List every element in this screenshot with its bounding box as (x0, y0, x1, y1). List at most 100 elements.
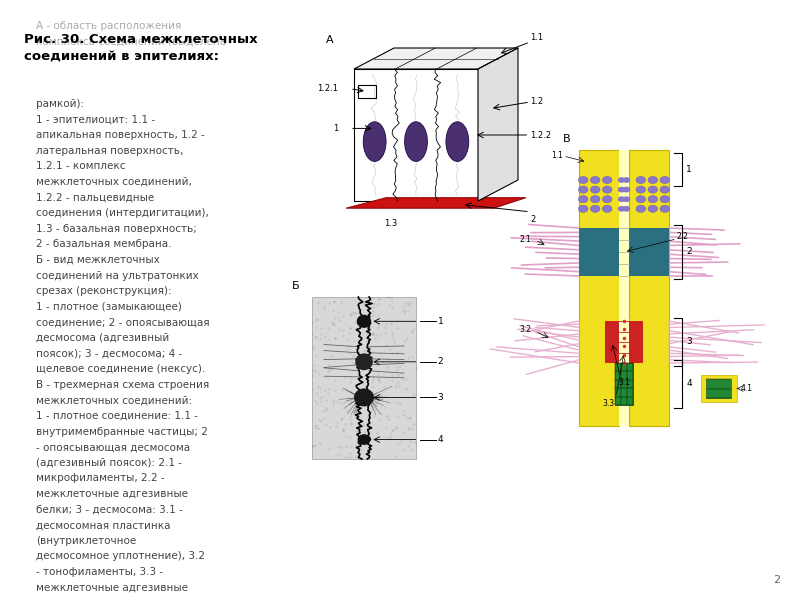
Text: - опоясывающая десмосома: - опоясывающая десмосома (36, 442, 190, 452)
Circle shape (590, 186, 600, 193)
Circle shape (622, 196, 630, 202)
Polygon shape (346, 197, 526, 208)
Circle shape (622, 206, 630, 212)
Bar (579, 228, 619, 276)
Bar (615, 363, 633, 405)
Text: 4.1: 4.1 (741, 384, 753, 393)
Text: десмосомное уплотнение), 3.2: десмосомное уплотнение), 3.2 (36, 551, 205, 562)
Text: 1: 1 (686, 165, 692, 174)
Text: 2: 2 (773, 575, 780, 585)
Text: А: А (326, 35, 334, 45)
Bar (358, 85, 376, 98)
Ellipse shape (405, 122, 427, 161)
Bar (312, 297, 416, 459)
Circle shape (648, 186, 658, 193)
Bar (629, 228, 669, 276)
Text: микрофиламенты, 2.2 -: микрофиламенты, 2.2 - (36, 473, 165, 484)
Bar (619, 150, 629, 426)
Text: 1.3: 1.3 (385, 219, 398, 228)
Text: соединения (интердигитации),: соединения (интердигитации), (36, 208, 209, 218)
Text: 2: 2 (686, 247, 692, 256)
Circle shape (660, 196, 670, 203)
Text: латеральная поверхность,: латеральная поверхность, (36, 146, 183, 156)
Circle shape (618, 196, 626, 202)
Text: А - область расположения: А - область расположения (36, 21, 182, 31)
Text: апикальная поверхность, 1.2 -: апикальная поверхность, 1.2 - (36, 130, 205, 140)
Circle shape (578, 196, 588, 203)
Circle shape (636, 205, 646, 212)
Circle shape (660, 176, 670, 184)
Circle shape (648, 196, 658, 203)
Text: межклеточные адгезивные: межклеточные адгезивные (36, 583, 188, 593)
Text: 3.2: 3.2 (519, 325, 531, 334)
Text: 2: 2 (530, 215, 535, 224)
Text: Б: Б (292, 281, 300, 291)
Circle shape (602, 205, 612, 212)
Text: соединений на ультратонких: соединений на ультратонких (36, 271, 198, 281)
Circle shape (602, 176, 612, 184)
Ellipse shape (354, 388, 374, 406)
Circle shape (578, 205, 588, 212)
Text: 3.1: 3.1 (618, 378, 630, 387)
Text: межклеточных соединений,: межклеточных соединений, (36, 177, 192, 187)
Polygon shape (354, 69, 478, 201)
Text: 1: 1 (438, 317, 443, 326)
Circle shape (648, 205, 658, 212)
Circle shape (578, 176, 588, 184)
Text: 1.2.2 - пальцевидные: 1.2.2 - пальцевидные (36, 193, 154, 203)
Text: (внутриклеточное: (внутриклеточное (36, 536, 136, 546)
Text: 3: 3 (438, 393, 443, 402)
Circle shape (590, 205, 600, 212)
Ellipse shape (446, 122, 469, 161)
Circle shape (618, 187, 626, 193)
Text: 1 - плотное (замыкающее): 1 - плотное (замыкающее) (36, 302, 182, 312)
Text: 1: 1 (333, 124, 338, 133)
Ellipse shape (363, 122, 386, 161)
Text: 4: 4 (438, 435, 443, 444)
Bar (701, 375, 737, 402)
Text: 1.2.2: 1.2.2 (530, 130, 551, 139)
Circle shape (590, 176, 600, 184)
Circle shape (648, 176, 658, 184)
Text: щелевое соединение (нексус).: щелевое соединение (нексус). (36, 364, 206, 374)
Circle shape (636, 186, 646, 193)
Text: 2 - базальная мембрана.: 2 - базальная мембрана. (36, 239, 171, 250)
Text: 3: 3 (686, 337, 692, 346)
Ellipse shape (355, 353, 373, 370)
Bar (605, 321, 619, 363)
Text: рамкой):: рамкой): (36, 99, 84, 109)
Text: 2.2: 2.2 (677, 232, 689, 241)
Text: белки; 3 - десмосома: 3.1 -: белки; 3 - десмосома: 3.1 - (36, 505, 182, 515)
Circle shape (622, 187, 630, 193)
Text: поясок); 3 - десмосома; 4 -: поясок); 3 - десмосома; 4 - (36, 349, 182, 359)
Text: десмосомная пластинка: десмосомная пластинка (36, 520, 170, 530)
Text: комплекса соединений (выделена: комплекса соединений (выделена (36, 37, 226, 47)
Polygon shape (478, 48, 518, 201)
Text: 4: 4 (686, 379, 692, 389)
Text: срезах (реконструкция):: срезах (реконструкция): (36, 286, 172, 296)
Text: 1.2: 1.2 (530, 97, 543, 106)
Bar (629, 321, 643, 363)
Text: соединение; 2 - опоясывающая: соединение; 2 - опоясывающая (36, 317, 210, 328)
Circle shape (660, 205, 670, 212)
Polygon shape (629, 150, 669, 426)
Text: 2: 2 (438, 357, 443, 366)
Circle shape (578, 186, 588, 193)
Circle shape (618, 177, 626, 183)
Text: десмосома (адгезивный: десмосома (адгезивный (36, 333, 170, 343)
Text: 1 - плотное соединение: 1.1 -: 1 - плотное соединение: 1.1 - (36, 411, 198, 421)
Text: 1.1: 1.1 (551, 151, 563, 160)
Text: межклеточных соединений:: межклеточных соединений: (36, 395, 192, 406)
Ellipse shape (357, 314, 371, 328)
Circle shape (618, 206, 626, 212)
Ellipse shape (358, 434, 370, 445)
Circle shape (636, 176, 646, 184)
Text: Рис. 30. Схема межклеточных
соединений в эпителиях:: Рис. 30. Схема межклеточных соединений в… (24, 33, 258, 63)
Text: 1 - эпителиоцит: 1.1 -: 1 - эпителиоцит: 1.1 - (36, 115, 155, 125)
Circle shape (602, 186, 612, 193)
Text: (адгезивный поясок): 2.1 -: (адгезивный поясок): 2.1 - (36, 458, 182, 468)
Text: 2.1: 2.1 (519, 235, 531, 244)
Circle shape (622, 177, 630, 183)
Text: 3.3: 3.3 (602, 399, 614, 408)
Text: 1.2.1 - комплекс: 1.2.1 - комплекс (36, 161, 126, 172)
